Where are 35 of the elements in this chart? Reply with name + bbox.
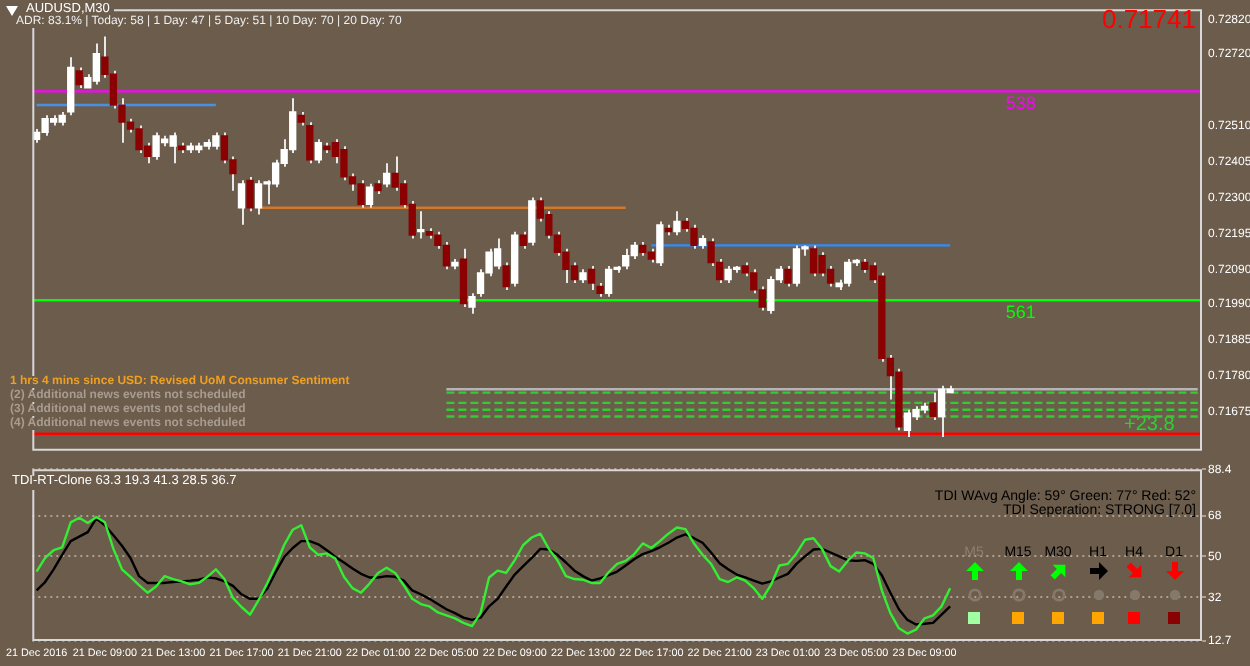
annotation: 538 (1005, 93, 1036, 114)
candlestick (673, 210, 681, 237)
candlestick (903, 408, 912, 439)
candlestick (340, 145, 348, 182)
candlestick (809, 244, 818, 278)
candlestick (690, 223, 698, 250)
candlestick (587, 264, 596, 291)
candlestick (254, 179, 263, 216)
annotation: 561 (1005, 302, 1036, 323)
candlestick (237, 179, 246, 226)
candlestick (622, 247, 630, 271)
annotation: +23.8 (1124, 414, 1175, 436)
candlestick (784, 264, 792, 288)
candlestick (493, 237, 502, 271)
candlestick (41, 114, 49, 137)
candlestick (937, 384, 946, 439)
candlestick (314, 138, 322, 165)
candlestick (75, 66, 83, 89)
candlestick (382, 162, 391, 189)
candlestick (365, 182, 374, 209)
candlestick (442, 240, 451, 271)
candlestick (767, 275, 775, 315)
candlestick (459, 247, 468, 309)
annotation: 0.71741 (1102, 4, 1196, 34)
candlestick (169, 131, 177, 165)
candlestick (357, 179, 365, 209)
candlestick (152, 131, 160, 161)
candlestick (929, 391, 937, 421)
candlestick (135, 124, 143, 154)
candlestick (792, 244, 801, 288)
candlestick (604, 264, 613, 298)
candlestick (92, 42, 100, 86)
candlestick (656, 220, 664, 267)
candlestick (528, 196, 536, 247)
candlestick (818, 251, 826, 278)
